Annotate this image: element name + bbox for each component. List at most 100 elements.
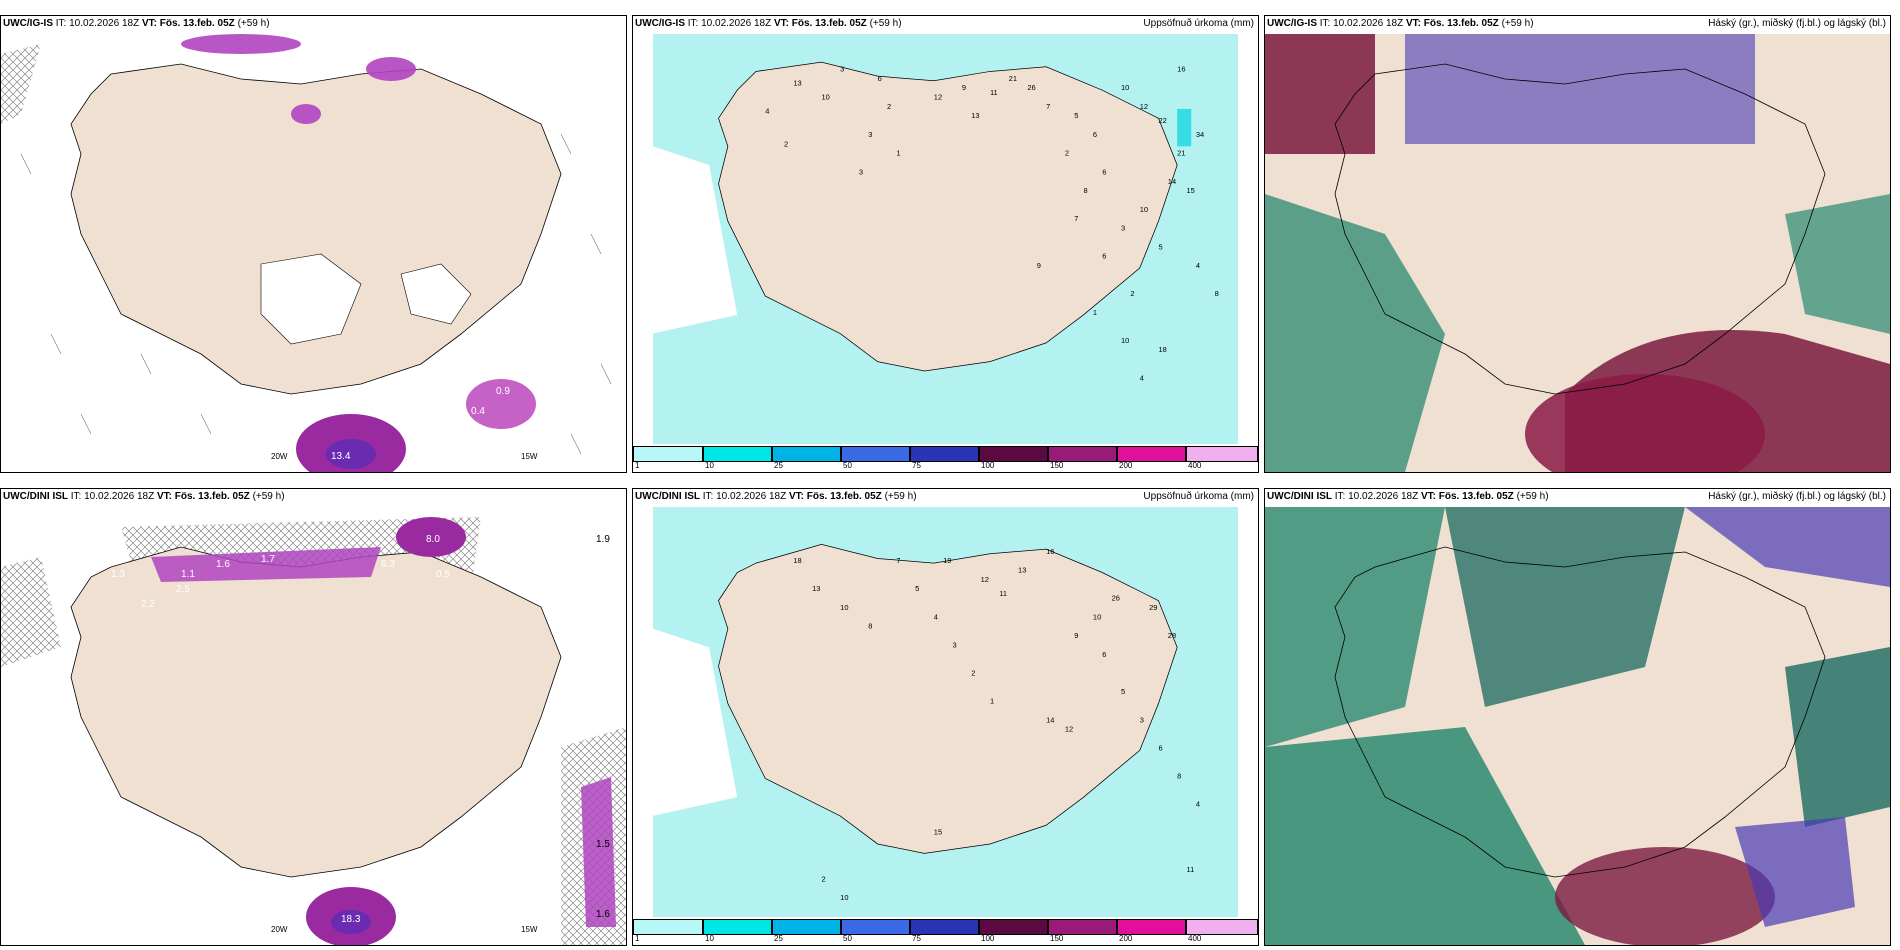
lon-label-20w: 20W [271,452,288,461]
legend-swatch [1048,919,1117,935]
svg-text:8: 8 [868,622,872,631]
precip-legend: 1 10 25 50 75 100 150 200 400 [633,446,1258,470]
svg-text:26: 26 [1027,83,1035,92]
svg-text:3: 3 [859,167,863,176]
wind-value: 1.1 [181,569,195,580]
svg-text:29: 29 [1149,603,1157,612]
svg-text:8: 8 [1177,771,1181,780]
svg-text:3: 3 [1140,715,1144,724]
legend-swatch [1048,446,1117,462]
legend-label: 50 [843,461,852,470]
legend-label: 150 [1050,934,1064,943]
svg-text:15: 15 [934,828,942,837]
svg-text:14: 14 [1046,715,1054,724]
svg-text:2: 2 [821,874,825,883]
legend-swatch [633,919,703,935]
svg-text:10: 10 [840,603,848,612]
svg-text:10: 10 [1121,83,1129,92]
svg-text:1: 1 [1093,308,1097,317]
wind-value: 0.3 [411,416,425,427]
svg-text:9: 9 [1074,631,1078,640]
wind-value: 1.7 [261,554,275,565]
legend-swatch [1186,919,1258,935]
svg-text:11: 11 [1187,865,1195,874]
svg-text:4: 4 [934,612,938,621]
legend-swatch [841,446,910,462]
legend-label: 400 [1188,934,1202,943]
svg-text:13: 13 [971,111,979,120]
svg-text:3: 3 [1121,224,1125,233]
wind-value: 0.9 [496,386,510,397]
svg-text:16: 16 [1177,64,1185,73]
cloud-map [1265,507,1890,945]
svg-text:8: 8 [1215,289,1219,298]
panel-header: UWC/IG-IS IT: 10.02.2026 18Z VT: Fös. 13… [635,18,902,29]
svg-text:13: 13 [812,584,820,593]
legend-label: 75 [912,461,921,470]
panel-title: Uppsöfnuð úrkoma (mm) [1143,18,1254,29]
wind-value: 0.9 [531,376,545,387]
legend-swatch [703,446,772,462]
wind-value: 1.9 [596,534,610,545]
wind-value: 1.5 [596,839,610,850]
svg-text:18: 18 [1158,345,1166,354]
svg-text:34: 34 [1196,130,1204,139]
panel-header: UWC/DINI ISL IT: 10.02.2026 18Z VT: Fös.… [635,491,917,502]
legend-label: 75 [912,934,921,943]
svg-text:8: 8 [1084,186,1088,195]
svg-text:4: 4 [765,107,769,116]
legend-label: 100 [981,934,995,943]
svg-text:10: 10 [1093,612,1101,621]
panel-header: UWC/DINI ISL IT: 10.02.2026 18Z VT: Fös.… [3,491,285,502]
svg-text:1: 1 [990,697,994,706]
svg-text:21: 21 [1177,149,1185,158]
legend-swatch [633,446,703,462]
svg-text:9: 9 [1037,261,1041,270]
svg-text:2: 2 [971,668,975,677]
svg-text:10: 10 [1140,205,1148,214]
legend-label: 10 [705,934,714,943]
legend-swatch [910,446,979,462]
svg-text:12: 12 [1140,102,1148,111]
legend-swatch [979,446,1048,462]
svg-text:4: 4 [1140,373,1144,382]
svg-text:18: 18 [793,556,801,565]
legend-swatch [979,919,1048,935]
svg-text:9: 9 [962,83,966,92]
panel-title: Háský (gr.), miðský (fj.bl.) og lágský (… [1708,491,1886,502]
wind-value: 18.3 [341,914,361,925]
svg-text:14: 14 [1168,177,1176,186]
svg-text:11: 11 [999,589,1007,598]
legend-label: 200 [1119,934,1133,943]
svg-text:2: 2 [887,102,891,111]
legend-label: 50 [843,934,852,943]
legend-swatch [1117,446,1186,462]
legend-swatch [703,919,772,935]
svg-text:6: 6 [1093,130,1097,139]
legend-label: 25 [774,934,783,943]
panel-header: UWC/DINI ISL IT: 10.02.2026 18Z VT: Fös.… [1267,491,1549,502]
svg-text:5: 5 [915,584,919,593]
legend-label: 400 [1188,461,1202,470]
wind-map: 18.3 8.0 1.9 1.7 1.6 1.1 6.3 0.5 2.5 1.5… [1,507,626,945]
svg-text:2: 2 [1065,149,1069,158]
legend-label: 1 [635,461,640,470]
wind-value: 0.5 [436,569,450,580]
wind-value: 1.2 [376,401,390,412]
legend-label: 1 [635,934,640,943]
svg-text:6: 6 [1102,650,1106,659]
precip-legend: 1 10 25 50 75 100 150 200 400 [633,919,1258,943]
svg-text:11: 11 [990,88,998,97]
svg-text:12: 12 [981,575,989,584]
legend-label: 200 [1119,461,1133,470]
legend-label: 10 [705,461,714,470]
legend-label: 150 [1050,461,1064,470]
wind-value: 1.6 [216,559,230,570]
wind-panel-row2: UWC/DINI ISL IT: 10.02.2026 18Z VT: Fös.… [0,488,627,946]
wind-value: 0.4 [471,406,485,417]
svg-text:6: 6 [1102,167,1106,176]
cloud-panel-row1: UWC/IG-IS IT: 10.02.2026 18Z VT: Fös. 13… [1264,15,1891,473]
